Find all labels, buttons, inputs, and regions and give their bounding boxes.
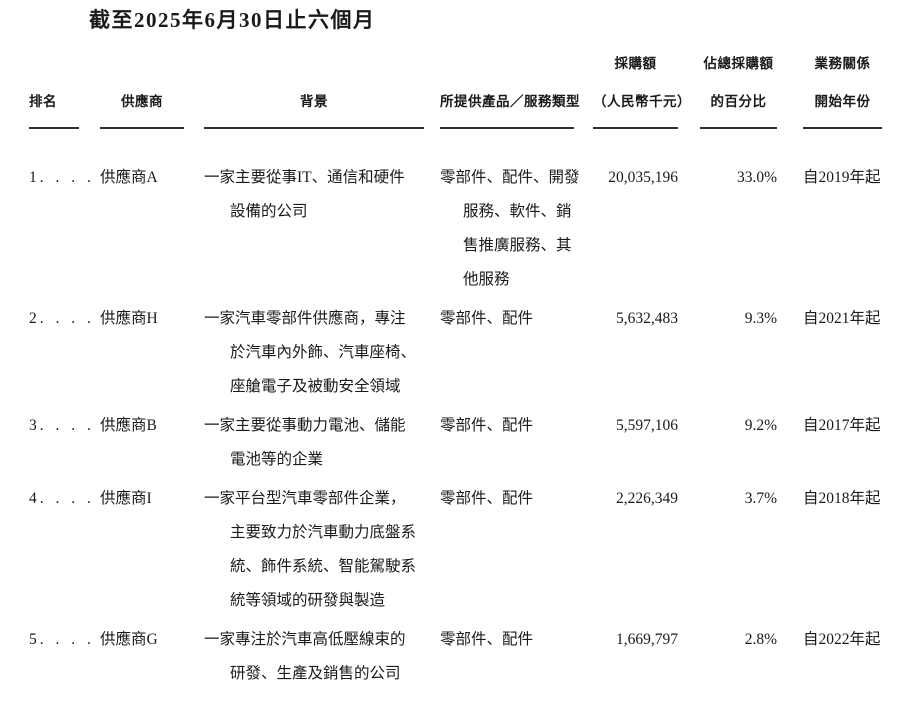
rank-number: 4 (29, 490, 37, 507)
background-line: 一家主要從事IT、通信和硬件 (204, 169, 405, 186)
col-header-amount: 採購額 （人民幣千元） (593, 45, 691, 129)
background-line: 統、飾件系統、智能駕駛系 (230, 558, 417, 575)
background-line: 一家主要從事動力電池、儲能 (204, 417, 406, 434)
background-line: 座艙電子及被動安全領域 (230, 378, 401, 395)
table-row: 3. . . . 供應商B 一家主要從事動力電池、儲能 電池等的企業 零部件、配… (29, 409, 882, 477)
background-line: 於汽車內外飾、汽車座椅、 (230, 344, 417, 361)
percent-cell: 9.3% (744, 310, 777, 327)
products-line: 零部件、配件、開發 (440, 169, 580, 186)
supplier-cell: 供應商A (100, 169, 158, 186)
table-header-row: 排名 供應商 背景 所提供產品／服務類型 採購額 （人民幣千元） 佔總採購額 的… (29, 45, 882, 129)
background-line: 一家專注於汽車高低壓線束的 (204, 631, 406, 648)
table-row: 4. . . . 供應商I 一家平台型汽車零部件企業， 主要致力於汽車動力底盤系… (29, 482, 882, 618)
table-row: 1. . . . 供應商A 一家主要從事IT、通信和硬件 設備的公司 零部件、配… (29, 161, 882, 297)
rank-cell: 1. . . . (29, 161, 91, 195)
rank-leader-dots: . . . . (39, 490, 95, 507)
rank-cell: 2. . . . (29, 302, 91, 336)
background-line: 電池等的企業 (230, 451, 324, 468)
rank-number: 2 (29, 310, 37, 327)
col-header-amount-line1: 採購額 (614, 56, 657, 71)
supplier-cell: 供應商H (100, 310, 158, 327)
products-line: 他服務 (463, 271, 510, 288)
background-cell: 一家專注於汽車高低壓線束的 研發、生產及銷售的公司 (204, 623, 424, 691)
col-header-products: 所提供產品／服務類型 (440, 83, 580, 129)
products-cell: 零部件、配件 (440, 409, 574, 443)
background-cell: 一家平台型汽車零部件企業， 主要致力於汽車動力底盤系 統、飾件系統、智能駕駛系 … (204, 482, 424, 618)
since-cell: 自2017年起 (803, 417, 881, 434)
col-header-percent-line1: 佔總採購額 (703, 56, 774, 71)
background-line: 一家平台型汽車零部件企業， (204, 490, 406, 507)
percent-cell: 9.2% (744, 417, 777, 434)
products-cell: 零部件、配件 (440, 302, 574, 336)
col-header-percent: 佔總採購額 的百分比 (700, 45, 777, 129)
supplier-cell: 供應商B (100, 417, 157, 434)
page-title: 截至2025年6月30日止六個月 (89, 8, 376, 32)
products-line: 服務、軟件、銷 (463, 203, 572, 220)
rank-leader-dots: . . . . (39, 310, 95, 327)
products-line: 零部件、配件 (440, 310, 534, 327)
col-header-products-label: 所提供產品／服務類型 (440, 94, 580, 109)
rank-cell: 4. . . . (29, 482, 91, 516)
amount-cell: 5,632,483 (616, 310, 678, 327)
col-header-rank: 排名 (29, 83, 79, 129)
products-line: 售推廣服務、其 (463, 237, 572, 254)
table-row: 2. . . . 供應商H 一家汽車零部件供應商，專注 於汽車內外飾、汽車座椅、… (29, 302, 882, 404)
percent-cell: 33.0% (736, 169, 777, 186)
col-header-amount-line2: （人民幣千元） (593, 94, 691, 109)
col-header-supplier: 供應商 (100, 83, 184, 129)
amount-cell: 1,669,797 (616, 631, 678, 648)
amount-cell: 20,035,196 (608, 169, 678, 186)
background-line: 研發、生產及銷售的公司 (230, 665, 401, 682)
products-cell: 零部件、配件 (440, 482, 574, 516)
products-line: 零部件、配件 (440, 631, 534, 648)
col-header-background: 背景 (204, 83, 424, 129)
col-header-year-line2: 開始年份 (814, 94, 871, 109)
products-cell: 零部件、配件 (440, 623, 574, 657)
background-cell: 一家主要從事IT、通信和硬件 設備的公司 (204, 161, 424, 229)
background-line: 一家汽車零部件供應商，專注 (204, 310, 406, 327)
products-line: 零部件、配件 (440, 490, 534, 507)
rank-cell: 3. . . . (29, 409, 91, 443)
rank-cell: 5. . . . (29, 623, 91, 657)
col-header-rank-label: 排名 (29, 94, 57, 109)
col-header-supplier-label: 供應商 (121, 94, 163, 109)
background-line: 統等領域的研發與製造 (230, 592, 386, 609)
since-cell: 自2019年起 (803, 169, 881, 186)
since-cell: 自2018年起 (803, 490, 881, 507)
amount-cell: 2,226,349 (616, 490, 678, 507)
table-row: 5. . . . 供應商G 一家專注於汽車高低壓線束的 研發、生產及銷售的公司 … (29, 623, 882, 691)
percent-cell: 2.8% (744, 631, 777, 648)
table-body: 1. . . . 供應商A 一家主要從事IT、通信和硬件 設備的公司 零部件、配… (29, 161, 882, 691)
since-cell: 自2022年起 (803, 631, 881, 648)
rank-number: 3 (29, 417, 37, 434)
products-cell: 零部件、配件、開發 服務、軟件、銷 售推廣服務、其 他服務 (440, 161, 580, 297)
document-page: 截至2025年6月30日止六個月 排名 供應商 背景 所提供產品／服務類型 採購… (29, 8, 882, 691)
rank-number: 5 (29, 631, 37, 648)
rank-leader-dots: . . . . (39, 417, 95, 434)
rank-number: 1 (29, 169, 37, 186)
background-line: 主要致力於汽車動力底盤系 (230, 524, 417, 541)
supplier-cell: 供應商I (100, 490, 152, 507)
background-line: 設備的公司 (230, 203, 308, 220)
products-line: 零部件、配件 (440, 417, 534, 434)
rank-leader-dots: . . . . (39, 169, 95, 186)
col-header-year-line1: 業務關係 (814, 56, 871, 71)
since-cell: 自2021年起 (803, 310, 881, 327)
col-header-percent-line2: 的百分比 (710, 94, 767, 109)
percent-cell: 3.7% (744, 490, 777, 507)
amount-cell: 5,597,106 (616, 417, 678, 434)
supplier-cell: 供應商G (100, 631, 158, 648)
col-header-year: 業務關係 開始年份 (803, 45, 882, 129)
col-header-background-label: 背景 (300, 94, 328, 109)
rank-leader-dots: . . . . (39, 631, 95, 648)
background-cell: 一家汽車零部件供應商，專注 於汽車內外飾、汽車座椅、 座艙電子及被動安全領域 (204, 302, 424, 404)
background-cell: 一家主要從事動力電池、儲能 電池等的企業 (204, 409, 424, 477)
